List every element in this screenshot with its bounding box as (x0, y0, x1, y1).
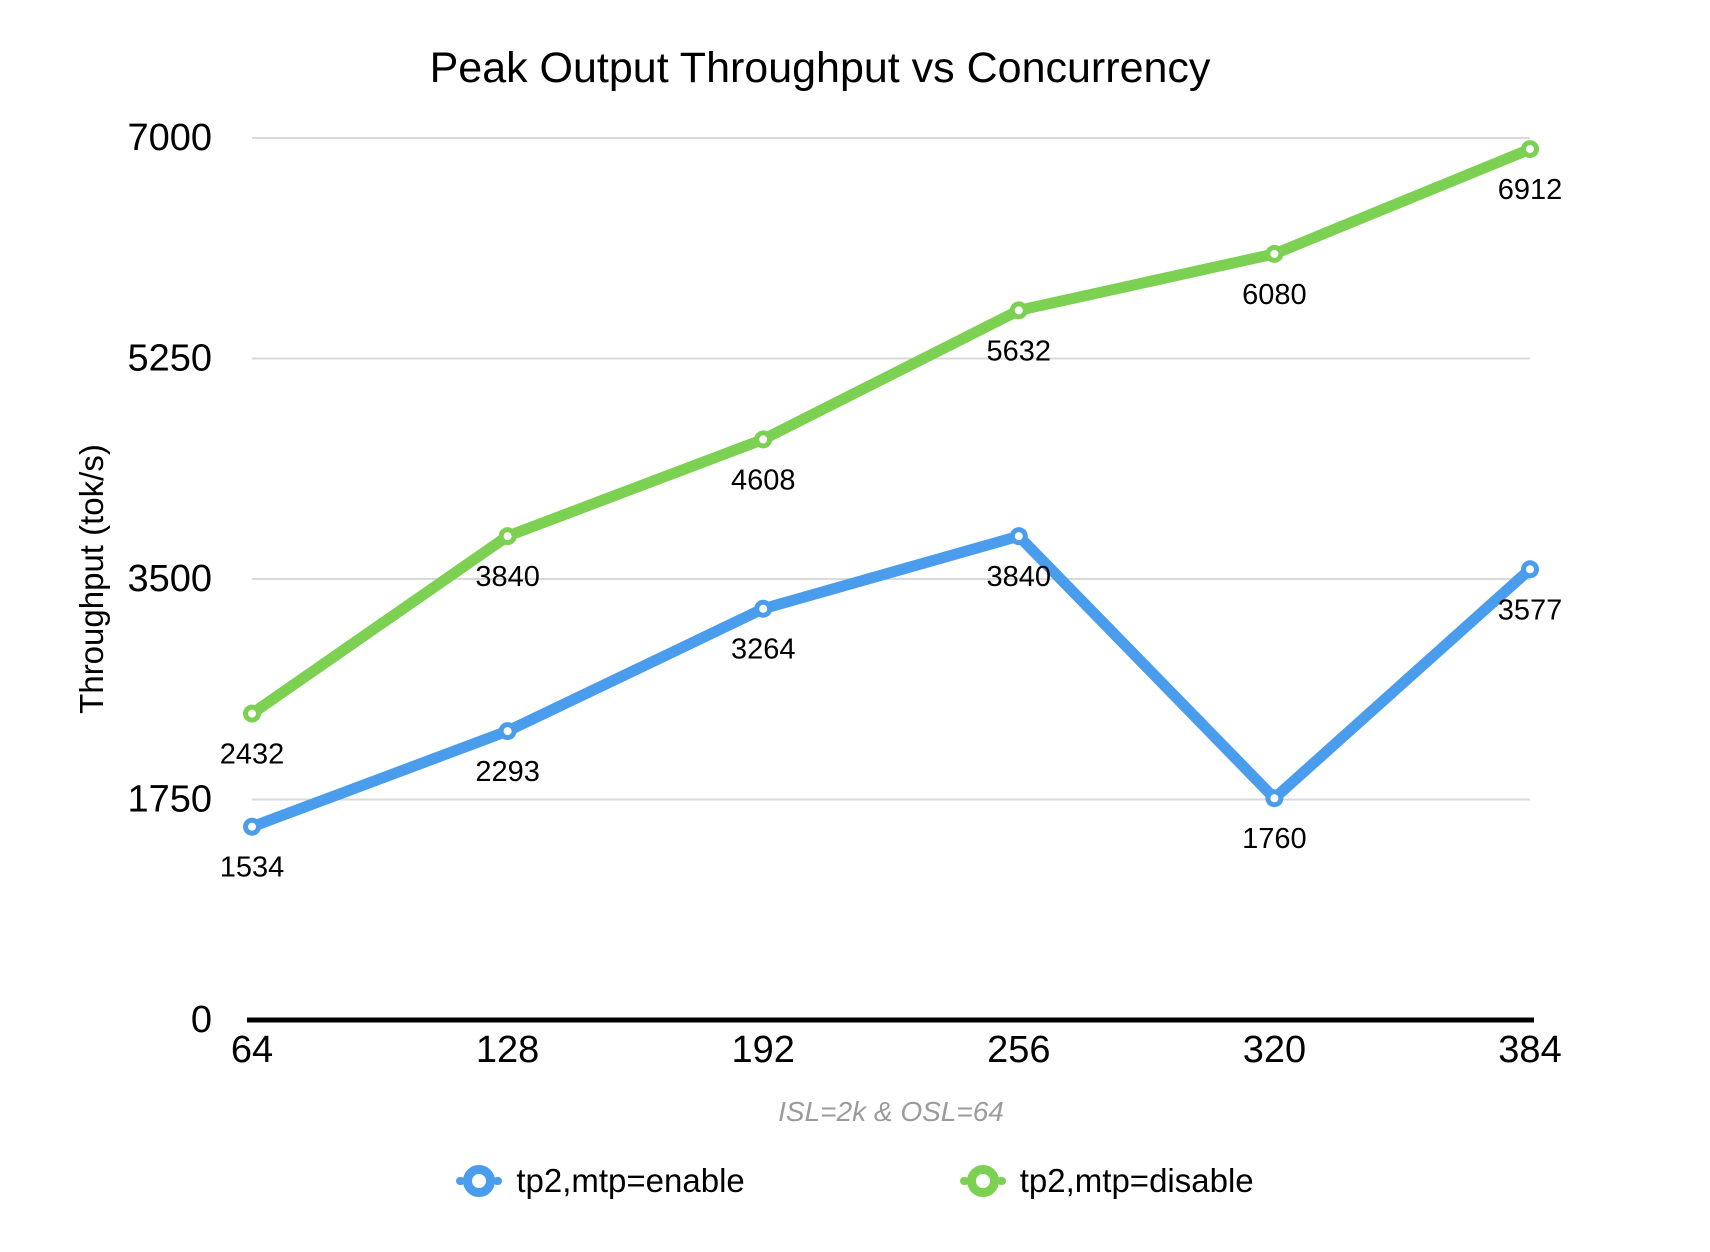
legend-label: tp2,mtp=enable (516, 1162, 745, 1199)
legend-marker-green-icon (959, 1165, 1006, 1197)
x-tick-label-64: 64 (231, 1029, 273, 1071)
y-tick-label-0: 0 (191, 999, 212, 1041)
data-label-tp2-mtp-disable-x128: 3840 (475, 561, 540, 593)
data-label-tp2-mtp-disable-x64: 2432 (220, 739, 285, 771)
data-point-hole-tp2-mtp-disable-x384 (1526, 145, 1534, 154)
data-point-hole-tp2-mtp-enable-x128 (503, 727, 512, 736)
y-tick-label-3500: 3500 (127, 558, 212, 600)
x-tick-label-256: 256 (987, 1029, 1050, 1071)
legend-marker-blue-icon (456, 1165, 503, 1197)
series-line-tp2-mtp-disable (246, 143, 1536, 720)
data-label-tp2-mtp-enable-x384: 3577 (1498, 594, 1563, 626)
x-tick-label-128: 128 (476, 1029, 539, 1071)
data-point-hole-tp2-mtp-enable-x256 (1014, 532, 1023, 541)
y-tick-label-7000: 7000 (127, 117, 212, 159)
x-tick-label-320: 320 (1243, 1029, 1306, 1071)
data-label-tp2-mtp-enable-x320: 1760 (1242, 823, 1307, 855)
data-point-hole-tp2-mtp-enable-x384 (1526, 565, 1534, 574)
data-label-tp2-mtp-enable-x192: 3264 (731, 634, 796, 666)
legend-item-tp2-mtp-enable: tp2,mtp=enable (456, 1162, 745, 1200)
x-tick-label-192: 192 (731, 1029, 794, 1071)
data-label-tp2-mtp-enable-x256: 3840 (987, 561, 1052, 593)
legend-item-tp2-mtp-disable: tp2,mtp=disable (959, 1162, 1254, 1200)
data-point-hole-tp2-mtp-enable-x64 (248, 822, 256, 831)
chart-legend: tp2,mtp=enable tp2,mtp=disable (0, 1162, 1710, 1200)
data-point-hole-tp2-mtp-disable-x128 (503, 532, 512, 541)
data-label-tp2-mtp-disable-x256: 5632 (987, 335, 1052, 367)
data-label-tp2-mtp-disable-x384: 6912 (1498, 174, 1563, 206)
y-tick-label-5250: 5250 (127, 338, 212, 380)
series-line-tp2-mtp-enable (246, 530, 1536, 833)
x-axis-subtitle: ISL=2k & OSL=64 (778, 1096, 1004, 1127)
data-label-tp2-mtp-enable-x128: 2293 (475, 756, 540, 788)
data-point-hole-tp2-mtp-enable-x320 (1270, 794, 1279, 803)
x-tick-label-384: 384 (1498, 1029, 1561, 1071)
legend-label: tp2,mtp=disable (1019, 1162, 1254, 1199)
data-label-tp2-mtp-disable-x320: 6080 (1242, 279, 1307, 311)
data-point-hole-tp2-mtp-disable-x192 (759, 435, 768, 444)
data-point-hole-tp2-mtp-disable-x64 (248, 709, 256, 718)
data-point-hole-tp2-mtp-disable-x320 (1270, 249, 1279, 258)
data-label-tp2-mtp-disable-x192: 4608 (731, 464, 796, 496)
data-label-tp2-mtp-enable-x64: 1534 (220, 852, 285, 884)
chart-title: Peak Output Throughput vs Concurrency (429, 44, 1211, 92)
data-point-hole-tp2-mtp-disable-x256 (1014, 306, 1023, 315)
data-point-hole-tp2-mtp-enable-x192 (759, 604, 768, 613)
y-tick-label-1750: 1750 (127, 779, 212, 821)
